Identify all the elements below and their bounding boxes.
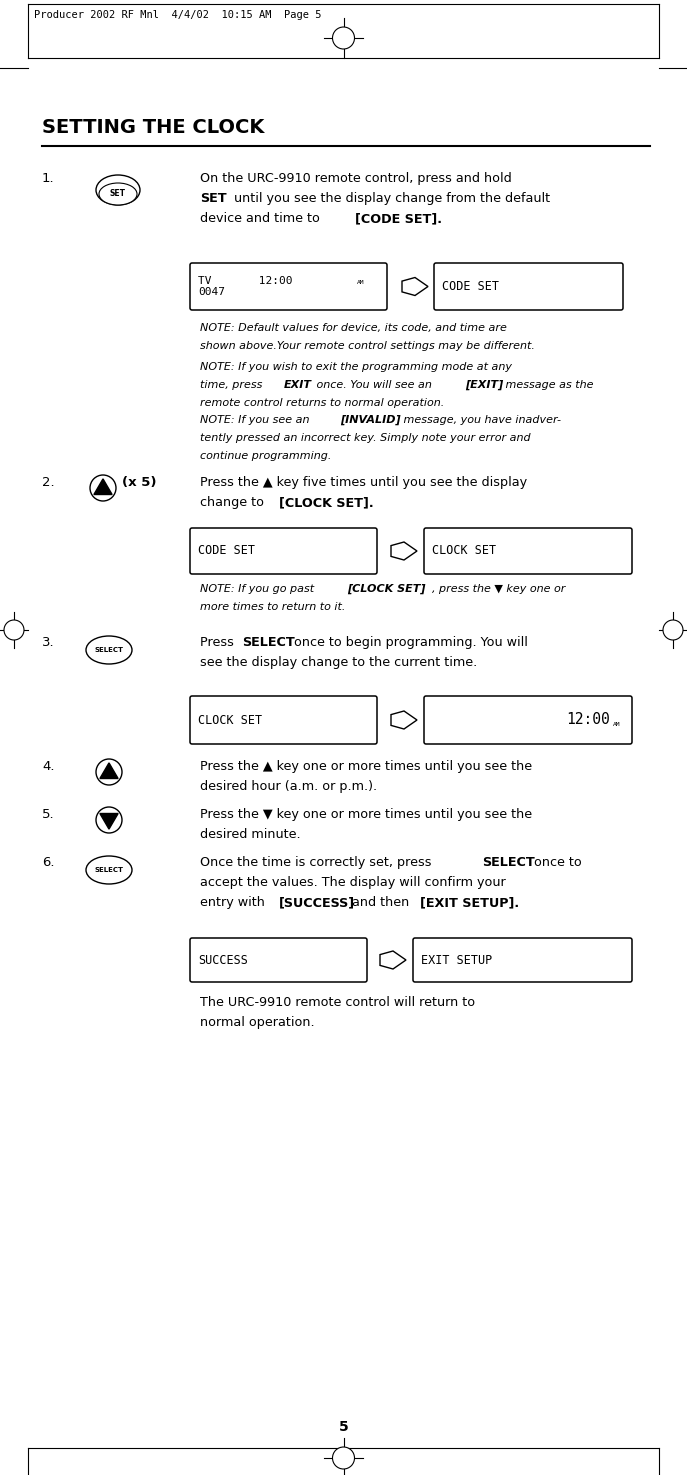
- Text: change to: change to: [200, 496, 268, 509]
- Text: see the display change to the current time.: see the display change to the current ti…: [200, 656, 477, 670]
- Text: Press: Press: [200, 636, 238, 649]
- Text: SELECT: SELECT: [95, 648, 124, 653]
- Text: NOTE: If you go past: NOTE: If you go past: [200, 584, 317, 594]
- Text: device and time to: device and time to: [200, 212, 324, 226]
- Text: desired hour (a.m. or p.m.).: desired hour (a.m. or p.m.).: [200, 780, 377, 794]
- Text: SELECT: SELECT: [482, 855, 534, 869]
- Text: once. You will see an: once. You will see an: [313, 381, 436, 389]
- Text: SET: SET: [110, 189, 126, 199]
- Text: , press the ▼ key one or: , press the ▼ key one or: [432, 584, 565, 594]
- FancyBboxPatch shape: [424, 528, 632, 574]
- FancyBboxPatch shape: [190, 696, 377, 743]
- Text: Press the ▼ key one or more times until you see the: Press the ▼ key one or more times until …: [200, 808, 532, 822]
- Text: 5.: 5.: [42, 808, 55, 822]
- Text: entry with: entry with: [200, 895, 269, 909]
- Text: EXIT SETUP: EXIT SETUP: [421, 953, 493, 966]
- Text: message, you have inadver-: message, you have inadver-: [400, 414, 561, 425]
- Polygon shape: [94, 479, 112, 494]
- Ellipse shape: [96, 176, 140, 205]
- Text: (x 5): (x 5): [122, 476, 157, 490]
- Text: until you see the display change from the default: until you see the display change from th…: [230, 192, 550, 205]
- Text: [CODE SET].: [CODE SET].: [355, 212, 442, 226]
- Polygon shape: [402, 277, 428, 295]
- FancyBboxPatch shape: [190, 938, 367, 982]
- Text: and then: and then: [348, 895, 414, 909]
- Text: shown above.Your remote control settings may be different.: shown above.Your remote control settings…: [200, 341, 535, 351]
- Text: NOTE: If you see an: NOTE: If you see an: [200, 414, 313, 425]
- Polygon shape: [100, 814, 118, 829]
- Text: Producer 2002 RF Mnl  4/4/02  10:15 AM  Page 5: Producer 2002 RF Mnl 4/4/02 10:15 AM Pag…: [34, 10, 322, 21]
- Text: [EXIT SETUP].: [EXIT SETUP].: [420, 895, 519, 909]
- Text: AM: AM: [613, 723, 620, 727]
- Text: Press the ▲ key five times until you see the display: Press the ▲ key five times until you see…: [200, 476, 527, 490]
- Circle shape: [4, 620, 24, 640]
- FancyBboxPatch shape: [190, 528, 377, 574]
- Text: once to: once to: [530, 855, 582, 869]
- FancyBboxPatch shape: [190, 263, 387, 310]
- Text: CLOCK SET: CLOCK SET: [198, 714, 262, 727]
- Text: once to begin programming. You will: once to begin programming. You will: [290, 636, 528, 649]
- Text: more times to return to it.: more times to return to it.: [200, 602, 346, 612]
- Text: 0047: 0047: [198, 288, 225, 296]
- Text: 2.: 2.: [42, 476, 55, 490]
- Polygon shape: [380, 951, 406, 969]
- Text: [CLOCK SET].: [CLOCK SET].: [279, 496, 374, 509]
- Text: Once the time is correctly set, press: Once the time is correctly set, press: [200, 855, 436, 869]
- Polygon shape: [391, 541, 417, 561]
- Polygon shape: [391, 711, 417, 729]
- Text: [SUCCESS]: [SUCCESS]: [279, 895, 355, 909]
- Text: SELECT: SELECT: [95, 867, 124, 873]
- Text: 5: 5: [339, 1420, 348, 1434]
- Circle shape: [333, 27, 354, 49]
- Text: The URC-9910 remote control will return to: The URC-9910 remote control will return …: [200, 996, 475, 1009]
- Text: 4.: 4.: [42, 760, 54, 773]
- Circle shape: [663, 620, 683, 640]
- Text: Press the ▲ key one or more times until you see the: Press the ▲ key one or more times until …: [200, 760, 532, 773]
- Text: 6.: 6.: [42, 855, 54, 869]
- Text: 3.: 3.: [42, 636, 55, 649]
- Text: CODE SET: CODE SET: [198, 544, 255, 558]
- Ellipse shape: [86, 855, 132, 884]
- FancyBboxPatch shape: [434, 263, 623, 310]
- Text: CODE SET: CODE SET: [442, 280, 499, 294]
- Circle shape: [96, 807, 122, 833]
- Polygon shape: [100, 763, 118, 779]
- Text: NOTE: Default values for device, its code, and time are: NOTE: Default values for device, its cod…: [200, 323, 507, 333]
- Text: SUCCESS: SUCCESS: [198, 953, 248, 966]
- Circle shape: [90, 475, 116, 502]
- Ellipse shape: [99, 183, 137, 205]
- Text: TV       12:00: TV 12:00: [198, 276, 293, 286]
- Text: EXIT: EXIT: [284, 381, 312, 389]
- Text: NOTE: If you wish to exit the programming mode at any: NOTE: If you wish to exit the programmin…: [200, 361, 512, 372]
- Text: CLOCK SET: CLOCK SET: [432, 544, 496, 558]
- Text: tently pressed an incorrect key. Simply note your error and: tently pressed an incorrect key. Simply …: [200, 434, 530, 442]
- Text: 1.: 1.: [42, 173, 55, 184]
- Text: [INVALID]: [INVALID]: [340, 414, 401, 425]
- Text: SELECT: SELECT: [242, 636, 295, 649]
- Text: On the URC-9910 remote control, press and hold: On the URC-9910 remote control, press an…: [200, 173, 512, 184]
- FancyBboxPatch shape: [424, 696, 632, 743]
- FancyBboxPatch shape: [413, 938, 632, 982]
- Text: continue programming.: continue programming.: [200, 451, 331, 462]
- Ellipse shape: [86, 636, 132, 664]
- Text: [CLOCK SET]: [CLOCK SET]: [347, 584, 425, 594]
- Text: normal operation.: normal operation.: [200, 1016, 315, 1030]
- Text: AM: AM: [357, 279, 365, 285]
- Text: desired minute.: desired minute.: [200, 827, 301, 841]
- Text: message as the: message as the: [502, 381, 594, 389]
- Text: 12:00: 12:00: [566, 712, 610, 727]
- Text: SETTING THE CLOCK: SETTING THE CLOCK: [42, 118, 264, 137]
- Circle shape: [96, 760, 122, 785]
- Text: SET: SET: [200, 192, 227, 205]
- Text: accept the values. The display will confirm your: accept the values. The display will conf…: [200, 876, 506, 889]
- Text: [EXIT]: [EXIT]: [465, 381, 504, 391]
- Circle shape: [333, 1447, 354, 1469]
- Text: remote control returns to normal operation.: remote control returns to normal operati…: [200, 398, 444, 409]
- Text: time, press: time, press: [200, 381, 266, 389]
